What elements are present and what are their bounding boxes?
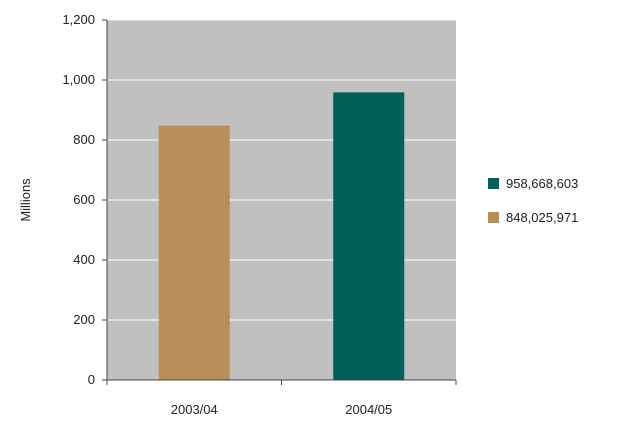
x-tick-label: 2004/05 — [345, 402, 392, 417]
legend: 958,668,603 848,025,971 — [488, 176, 578, 225]
bar-2004-05 — [333, 92, 405, 381]
y-tick-label: 400 — [73, 252, 95, 267]
legend-swatch — [488, 178, 499, 189]
legend-label: 958,668,603 — [506, 176, 578, 191]
y-tick-label: 1,200 — [62, 12, 95, 27]
y-tick-label: 0 — [88, 372, 95, 387]
y-axis-ticks: 0 200 400 600 800 1,000 1,200 — [62, 12, 107, 387]
x-tick-label: 2003/04 — [171, 402, 218, 417]
y-tick-label: 600 — [73, 192, 95, 207]
bars — [158, 92, 405, 381]
legend-swatch — [488, 212, 499, 223]
y-tick-label: 800 — [73, 132, 95, 147]
y-tick-label: 1,000 — [62, 72, 95, 87]
x-axis-ticks: 2003/04 2004/05 — [106, 380, 457, 417]
legend-label: 848,025,971 — [506, 210, 578, 225]
bar-2003-04 — [158, 125, 230, 380]
y-axis-title: Millions — [18, 178, 33, 222]
y-tick-label: 200 — [73, 312, 95, 327]
